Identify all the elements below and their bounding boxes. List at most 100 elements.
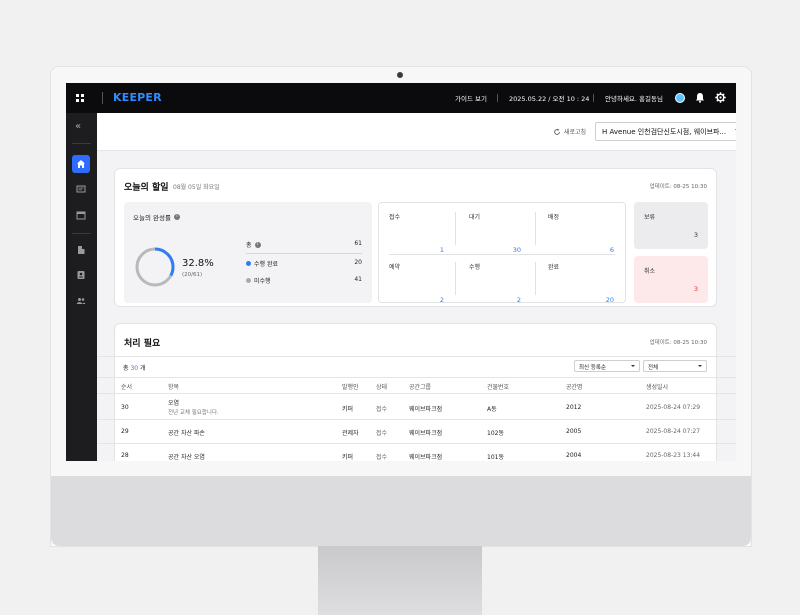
cell-item: 공간 자산 파손: [168, 430, 205, 437]
stat-assigned[interactable]: 배정 6: [548, 212, 614, 254]
stat-reserved[interactable]: 예약 2: [389, 262, 444, 304]
pending-card: 처리 필요 업데이트: 08-25 10:30: [114, 323, 717, 461]
stat-cancel-label: 취소: [644, 268, 656, 275]
cell-group: 웨이브파크점: [409, 430, 443, 437]
stat-reserved-label: 예약: [389, 264, 401, 271]
home-icon: [77, 160, 85, 168]
col-header-status: 상태: [376, 384, 388, 391]
cell-status: 접수: [376, 454, 388, 461]
cell-status: 접수: [376, 406, 388, 413]
stat-inprogress-label: 수행: [469, 264, 481, 271]
completion-fraction: (20/61): [182, 272, 203, 278]
total-suffix: 개: [140, 365, 146, 372]
sort-select[interactable]: 최신 등록순: [574, 360, 640, 372]
sort-select-value: 최신 등록순: [579, 365, 607, 371]
completion-donut: [135, 247, 175, 287]
users-icon: [76, 298, 86, 304]
message-icon: [76, 185, 86, 193]
stat-hold[interactable]: 보류 3: [634, 202, 708, 249]
collapse-sidebar-icon[interactable]: «: [75, 121, 82, 132]
table-divider: [97, 393, 736, 394]
chevron-down-icon: [735, 129, 736, 132]
topbar-separator: [593, 94, 594, 102]
completion-title: 오늘의 완성률 i: [133, 212, 180, 222]
camera-dot: [397, 72, 403, 78]
cell-desc: 전년 교체 필요합니다.: [168, 410, 219, 416]
refresh-button[interactable]: 새로고침: [553, 127, 586, 136]
app-logo[interactable]: KEEPER: [113, 91, 162, 104]
gear-icon[interactable]: [715, 92, 726, 103]
filter-select[interactable]: 전체: [643, 360, 707, 372]
col-header-building: 건물번호: [487, 384, 510, 391]
cell-space: 2012: [566, 404, 582, 411]
stat-inprogress[interactable]: 수행 2: [469, 262, 521, 304]
total-count: 총 30 개: [123, 363, 146, 372]
pending-updated: 업데이트: 08-25 10:30: [649, 340, 707, 346]
stat-done-value: 20: [605, 296, 614, 304]
cell-status: 접수: [376, 430, 388, 437]
stat-reserved-value: 2: [439, 296, 444, 304]
legend-pending-label: 미수행: [254, 278, 271, 285]
sidebar-item-users[interactable]: [72, 292, 90, 310]
cell-created: 2025-08-23 13:44: [646, 452, 701, 459]
cell-group: 웨이브파크점: [409, 406, 443, 413]
sidebar-item-home[interactable]: [72, 155, 90, 173]
user-avatar-icon[interactable]: [675, 93, 685, 103]
cell-item: 오염: [168, 400, 180, 407]
app-grid-icon[interactable]: [76, 94, 84, 102]
sidebar-divider: [72, 233, 91, 234]
cell-issuer: 키퍼: [342, 406, 354, 413]
pending-title: 처리 필요: [124, 339, 161, 349]
info-icon[interactable]: i: [254, 241, 261, 248]
stat-waiting[interactable]: 대기 30: [469, 212, 521, 254]
chevron-down-icon: [631, 365, 635, 367]
topbar-divider: [102, 92, 103, 104]
stat-cancel-value: 3: [693, 285, 698, 293]
site-select-value: H Avenue 인천검단신도시점, 웨이브파...: [602, 128, 727, 136]
cell-issuer: 키퍼: [342, 454, 354, 461]
sidebar-item-messages[interactable]: [72, 180, 90, 198]
pending-dot-icon: [246, 278, 251, 283]
guide-link[interactable]: 가이드 보기: [455, 95, 487, 103]
refresh-icon: [554, 128, 560, 135]
cell-issuer: 관제자: [342, 430, 359, 437]
col-header-group: 공간그룹: [409, 384, 432, 391]
grid-divider: [389, 254, 615, 255]
sidebar-item-calendar[interactable]: [72, 206, 90, 224]
legend-pending-value: 41: [354, 276, 362, 283]
completion-percent: 32.8%: [182, 258, 214, 269]
stat-received[interactable]: 접수 1: [389, 212, 444, 254]
stat-done-label: 완료: [548, 264, 560, 271]
legend-completed-label: 수행 완료: [254, 261, 278, 268]
legend-divider: [246, 253, 362, 254]
top-bar: KEEPER 가이드 보기 2025.05.22 / 오전 10 : 24 안녕…: [66, 83, 736, 113]
site-select[interactable]: H Avenue 인천검단신도시점, 웨이브파...: [595, 122, 736, 141]
greeting-text: 안녕하세요. 홍길동님: [605, 95, 663, 103]
col-header-item: 항목: [168, 384, 180, 391]
datetime-text: 2025.05.22 / 오전 10 : 24: [509, 95, 590, 103]
sidebar-item-building[interactable]: [72, 241, 90, 259]
total-number: 30: [130, 365, 139, 372]
cell-space: 2004: [566, 452, 582, 459]
col-header-no: 순서: [121, 384, 133, 391]
bell-icon[interactable]: [695, 92, 705, 103]
cell-group: 웨이브파크점: [409, 454, 443, 461]
monitor-chin: [51, 476, 751, 546]
today-card: 오늘의 할일 08월 05일 화요일 업데이트: 08-25 10:30 오늘의…: [114, 168, 717, 307]
stat-cancel[interactable]: 취소 3: [634, 256, 708, 303]
status-grid: 접수 1 대기 30 배정 6 예약 2 수행 2: [378, 202, 626, 304]
legend-total-label: 총: [246, 242, 252, 249]
today-updated: 업데이트: 08-25 10:30: [649, 184, 707, 190]
app-screen: KEEPER 가이드 보기 2025.05.22 / 오전 10 : 24 안녕…: [66, 83, 736, 461]
col-header-issuer: 발행인: [342, 384, 359, 391]
col-header-created: 생성일시: [646, 384, 669, 391]
today-title: 오늘의 할일: [124, 183, 169, 193]
legend-completed-value: 20: [354, 259, 362, 266]
info-icon[interactable]: i: [173, 214, 180, 220]
sidebar-item-contacts[interactable]: [72, 266, 90, 284]
stat-done[interactable]: 완료 20: [548, 262, 614, 304]
table-divider: [97, 377, 736, 378]
sidebar-divider: [72, 143, 91, 144]
